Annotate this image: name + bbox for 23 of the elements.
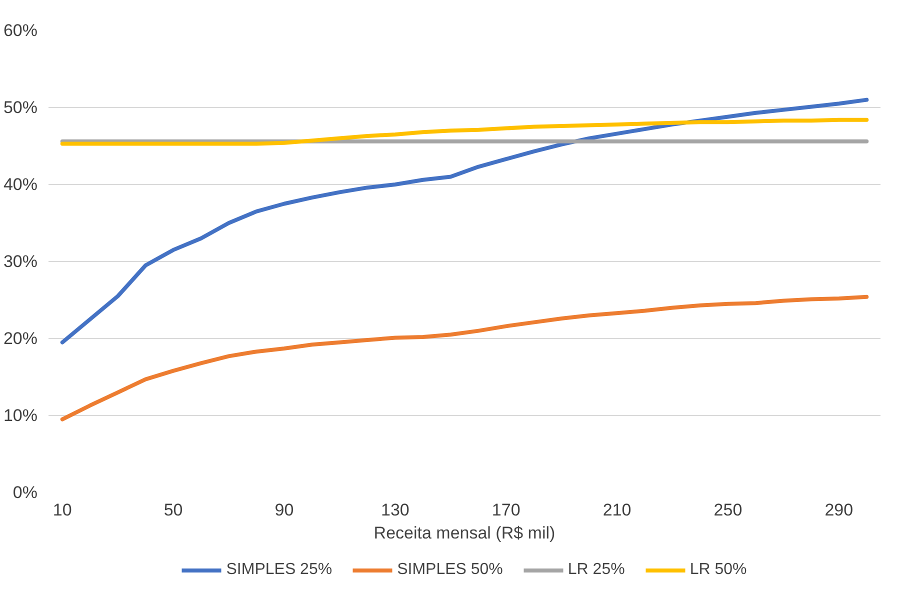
legend-label: SIMPLES 50% bbox=[397, 561, 503, 579]
y-tick-label: 30% bbox=[3, 252, 38, 271]
x-tick-label: 10 bbox=[52, 500, 72, 520]
x-tick-label: 250 bbox=[714, 500, 742, 520]
y-tick-label: 20% bbox=[3, 329, 38, 348]
legend-label: SIMPLES 25% bbox=[226, 561, 332, 579]
y-tick-label: 0% bbox=[12, 483, 38, 502]
legend-label: LR 25% bbox=[568, 561, 625, 579]
y-tick-label: 50% bbox=[3, 98, 38, 117]
y-tick-label: 40% bbox=[3, 175, 38, 194]
x-axis-title: Receita mensal (R$ mil) bbox=[374, 524, 556, 542]
x-tick-label: 290 bbox=[824, 500, 854, 520]
x-tick-label: 130 bbox=[380, 500, 410, 520]
x-tick-label: 170 bbox=[492, 500, 520, 520]
legend-label: LR 50% bbox=[690, 561, 747, 579]
x-tick-label: 50 bbox=[164, 500, 183, 520]
x-tick-label: 210 bbox=[602, 500, 632, 520]
y-tick-label: 60% bbox=[3, 21, 38, 40]
line-series bbox=[60, 294, 869, 422]
y-tick-label: 10% bbox=[3, 406, 38, 425]
x-tick-label: 90 bbox=[274, 500, 294, 520]
line-series bbox=[60, 118, 869, 146]
line-series bbox=[60, 98, 869, 344]
